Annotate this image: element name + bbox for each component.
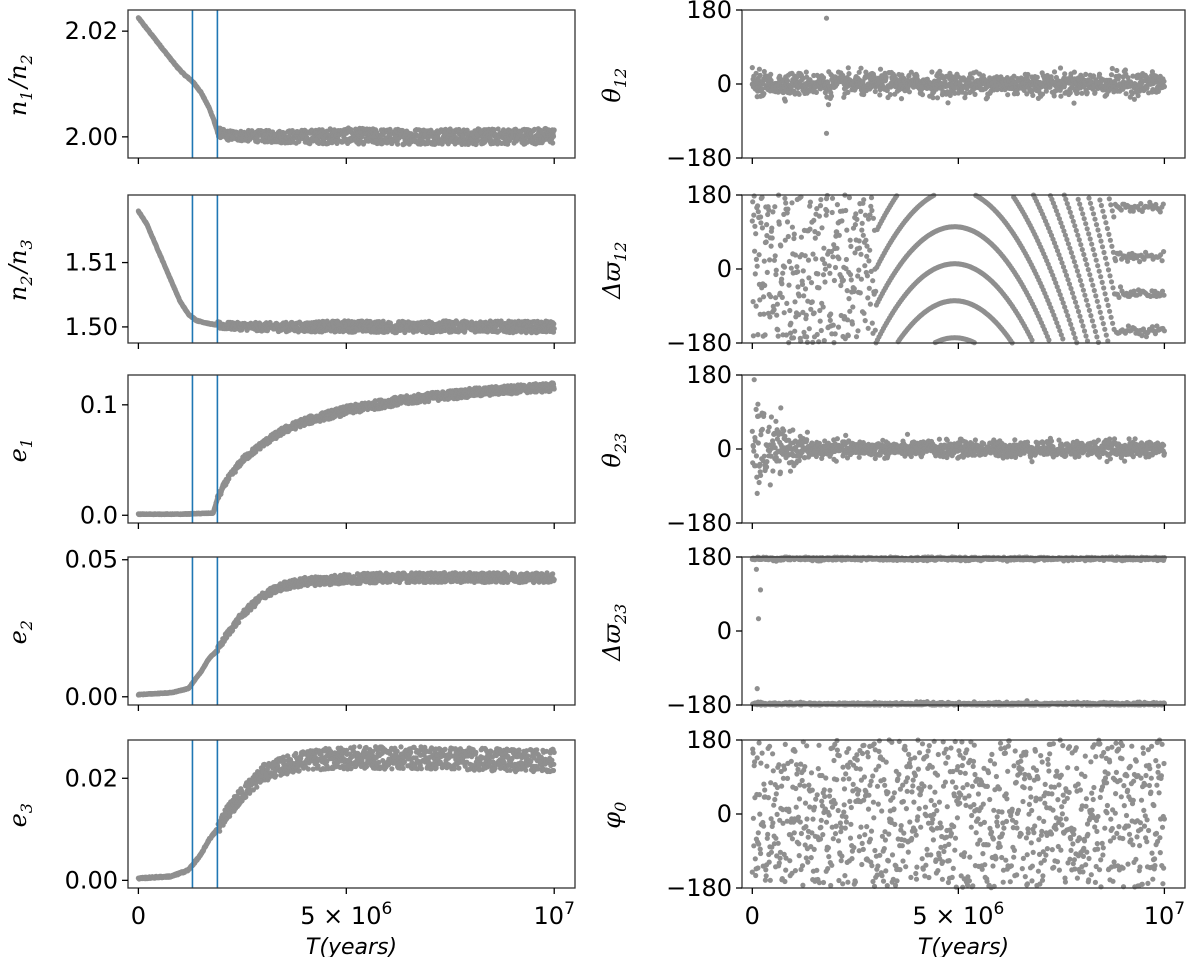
panel-n2n3: 1.50 1.51 n2 /n3 xyxy=(4,194,576,349)
series-points xyxy=(135,15,557,148)
y-tick-label: 1.50 xyxy=(65,313,118,341)
series-points xyxy=(135,380,557,518)
data-point xyxy=(395,141,401,147)
data-point xyxy=(305,766,311,772)
data-point xyxy=(254,784,260,790)
panel-e1: 0.0 0.1 e1 xyxy=(4,374,576,529)
y-tick-label: 0.00 xyxy=(65,683,118,711)
data-point xyxy=(495,126,501,132)
data-point xyxy=(236,619,242,626)
data-point xyxy=(273,773,279,779)
data-point xyxy=(551,326,557,332)
series-points xyxy=(135,208,557,336)
data-point xyxy=(464,127,470,133)
data-point xyxy=(475,138,481,144)
data-point xyxy=(550,140,556,146)
panel-e2: 0.00 0.05 e2 xyxy=(4,546,576,711)
y-axis-label: n1 /n2 xyxy=(4,52,36,116)
data-point xyxy=(550,133,557,139)
y-axis-label: n2 /n3 xyxy=(4,237,36,301)
axes-frame xyxy=(127,374,576,524)
data-point xyxy=(293,750,299,757)
y-tick-label: 0.1 xyxy=(80,391,118,419)
data-point xyxy=(289,128,295,134)
y-axis-label: e1 xyxy=(4,436,36,463)
y-axis-label: e2 xyxy=(4,618,36,645)
data-point xyxy=(551,127,557,133)
y-tick-label: 1.51 xyxy=(65,249,118,277)
panel-n1n2: 2.00 2.02 n1 /n2 xyxy=(4,9,576,164)
data-point xyxy=(550,571,556,577)
series-points xyxy=(135,744,557,882)
series-points xyxy=(135,570,557,698)
data-point xyxy=(551,321,557,327)
axes-frame xyxy=(127,9,576,159)
data-point xyxy=(296,768,302,774)
y-tick-label: 2.02 xyxy=(65,17,118,45)
data-point xyxy=(491,127,497,133)
data-point xyxy=(255,138,261,144)
y-tick-label: 0.05 xyxy=(65,546,118,574)
data-point xyxy=(551,577,557,583)
y-tick-label: 2.00 xyxy=(65,123,118,151)
data-point xyxy=(551,386,557,392)
y-tick-label: 0.0 xyxy=(80,501,118,529)
